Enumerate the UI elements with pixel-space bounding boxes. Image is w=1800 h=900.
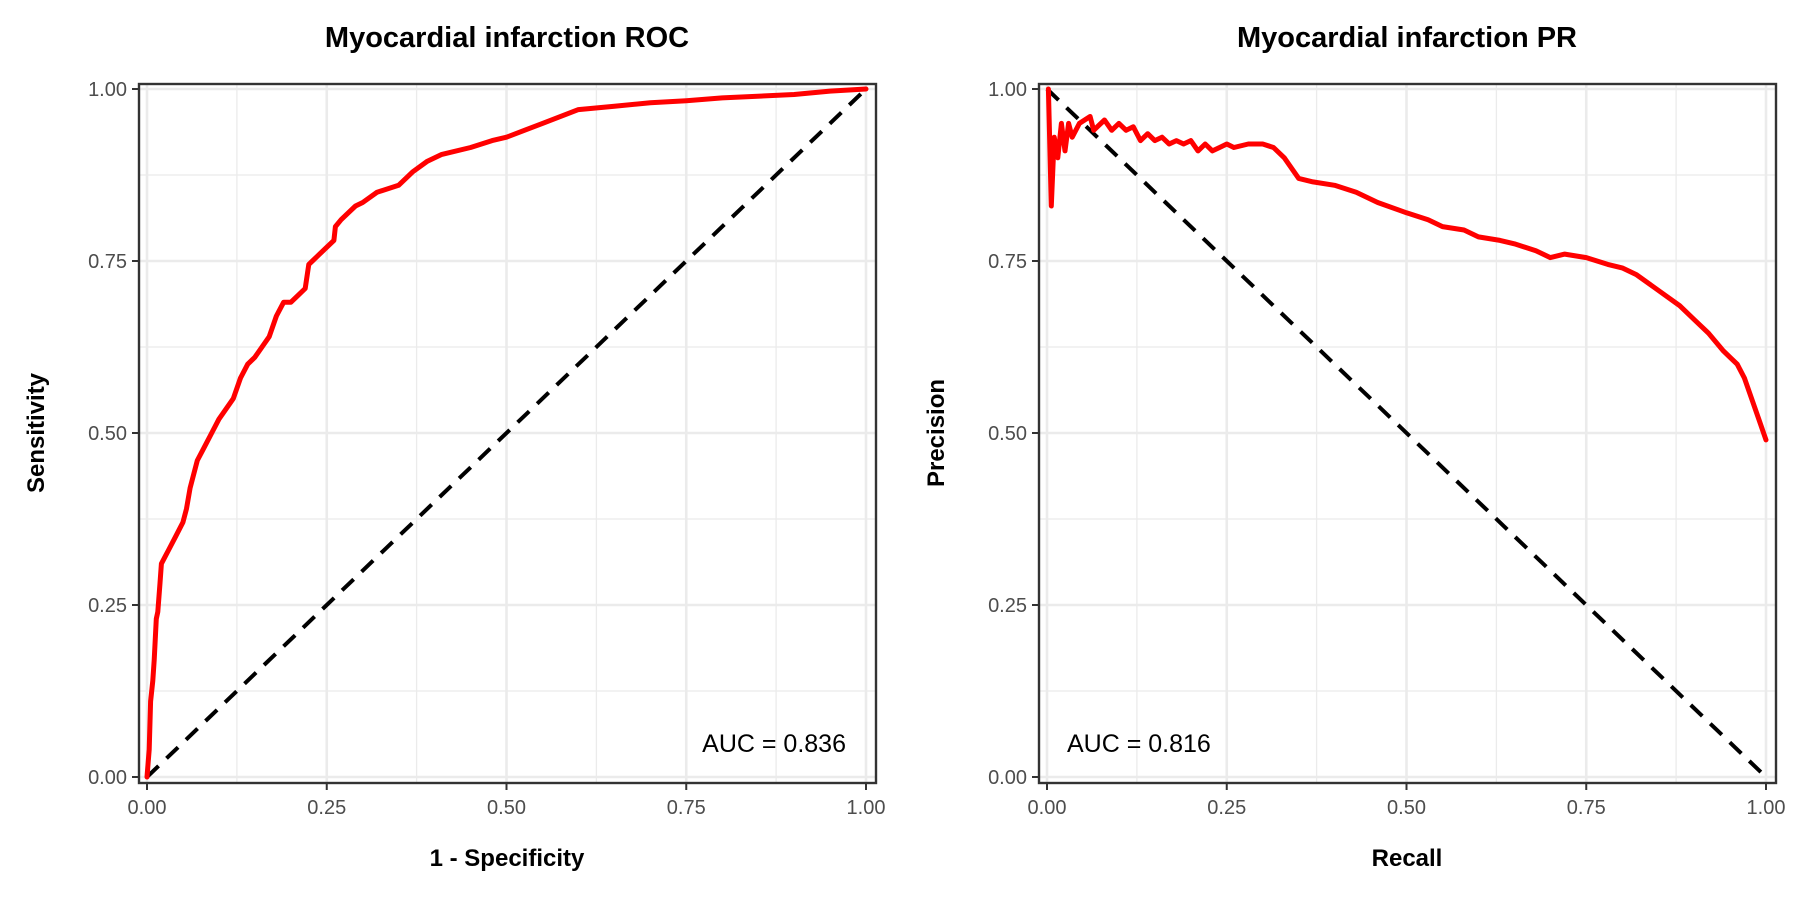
pr-x-tick-label-0: 0.00 bbox=[1028, 797, 1067, 819]
pr-y-tick-label-2: 0.50 bbox=[988, 423, 1027, 445]
pr-x-tick-label-3: 0.75 bbox=[1567, 797, 1606, 819]
roc-curve-line bbox=[144, 86, 869, 780]
pr-auc-annotation: AUC = 0.816 bbox=[1067, 730, 1211, 758]
roc-y-axis-title: Sensitivity bbox=[23, 372, 50, 493]
roc-y-tick-label-2: 0.50 bbox=[88, 423, 127, 445]
pr-x-tick-label-1: 0.25 bbox=[1207, 797, 1246, 819]
pr-title: Myocardial infarction PR bbox=[1237, 22, 1577, 54]
roc-x-tick-label-1: 0.25 bbox=[307, 797, 346, 819]
roc-x-tick-label-0: 0.00 bbox=[128, 797, 167, 819]
roc-plot-area: 0.000.00 0.25 0.25 0.50 0.50 0.75 0.75 1.00 1.00 bbox=[88, 79, 885, 819]
roc-panel: 0.000.00 0.25 0.25 0.50 0.50 0.75 0.75 1.00 1.00… bbox=[23, 22, 885, 872]
roc-auc-annotation: AUC = 0.836 bbox=[702, 730, 846, 758]
pr-curve-line bbox=[1045, 86, 1769, 443]
pr-y-tick-label-0: 0.00 bbox=[988, 767, 1027, 789]
roc-y-tick-label-1: 0.25 bbox=[88, 595, 127, 617]
roc-y-tick-label-4: 1.00 bbox=[88, 79, 127, 101]
pr-panel: 0.000.00 0.25 0.25 0.50 0.50 0.75 0.75 1.00 1.00… bbox=[923, 22, 1785, 872]
pr-x-tick-label-2: 0.50 bbox=[1387, 797, 1426, 819]
pr-x-axis-title: Recall bbox=[1372, 845, 1443, 872]
pr-y-tick-label-4: 1.00 bbox=[988, 79, 1027, 101]
roc-x-tick-label-2: 0.50 bbox=[487, 797, 526, 819]
pr-plot-area: 0.000.00 0.25 0.25 0.50 0.50 0.75 0.75 1.00 1.00 bbox=[988, 79, 1785, 819]
pr-y-axis-title: Precision bbox=[923, 379, 950, 487]
roc-x-tick-label-3: 0.75 bbox=[667, 797, 706, 819]
pr-y-tick-label-3: 0.75 bbox=[988, 251, 1027, 273]
roc-y-tick-label-0: 0.00 bbox=[88, 767, 127, 789]
roc-title: Myocardial infarction ROC bbox=[325, 22, 689, 54]
roc-x-tick-label-4: 1.00 bbox=[847, 797, 886, 819]
pr-y-tick-label-1: 0.25 bbox=[988, 595, 1027, 617]
pr-x-tick-label-4: 1.00 bbox=[1747, 797, 1786, 819]
roc-y-tick-label-3: 0.75 bbox=[88, 251, 127, 273]
roc-reference-line bbox=[145, 87, 868, 779]
pr-reference-line bbox=[1045, 87, 1768, 779]
roc-x-axis-title: 1 - Specificity bbox=[430, 845, 585, 872]
